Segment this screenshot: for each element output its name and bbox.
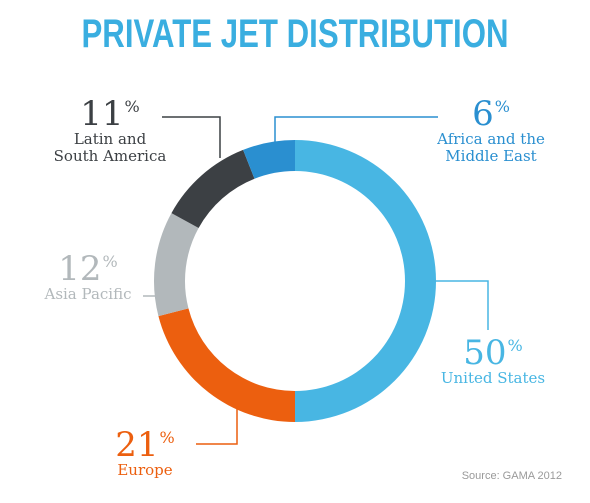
percent-asia-pacific: 12% xyxy=(58,249,118,289)
leader-europe xyxy=(196,408,238,445)
name-asia-pacific: Asia Pacific xyxy=(44,285,132,303)
leader-united-states xyxy=(432,280,489,330)
slice-africa-middle-east xyxy=(243,140,295,179)
leader-africa-middle-east xyxy=(274,116,438,143)
percent-africa-middle-east: 6% xyxy=(472,94,510,134)
name-united-states: United States xyxy=(440,369,546,387)
label-africa-middle-east: 6% Africa and the Middle East xyxy=(416,97,566,166)
name-latin-south-america-line1: Latin and xyxy=(73,130,147,148)
percent-united-states: 50% xyxy=(463,333,523,373)
name-latin-south-america-line2: South America xyxy=(53,147,167,166)
percent-europe: 21% xyxy=(115,425,175,465)
chart-source: Source: GAMA 2012 xyxy=(461,470,562,482)
label-europe: 21% Europe xyxy=(95,428,195,479)
label-latin-south-america: 11% Latin and South America xyxy=(30,97,190,166)
name-africa-middle-east-line2: Middle East xyxy=(445,147,537,166)
slice-asia-pacific xyxy=(154,213,199,317)
leader-latin-south-america xyxy=(162,116,221,158)
percent-latin-south-america: 11% xyxy=(80,94,140,134)
slice-united-states xyxy=(295,140,436,422)
name-africa-middle-east-line1: Africa and the xyxy=(437,130,545,148)
slice-latin-south-america xyxy=(171,149,255,229)
name-europe: Europe xyxy=(117,461,173,479)
label-asia-pacific: 12% Asia Pacific xyxy=(18,252,158,303)
label-united-states: 50% United States xyxy=(428,336,558,387)
slice-europe xyxy=(158,308,295,423)
chart-title: PRIVATE JET DISTRIBUTION xyxy=(81,12,509,56)
